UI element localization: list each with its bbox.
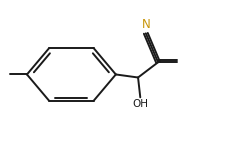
Text: OH: OH	[132, 99, 148, 109]
Text: N: N	[142, 18, 150, 31]
